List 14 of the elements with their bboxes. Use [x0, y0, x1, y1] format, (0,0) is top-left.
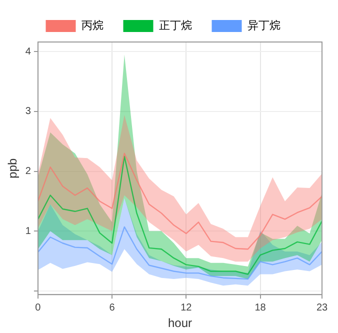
x-tick-label: 6	[109, 302, 116, 314]
x-axis-title: hour	[168, 316, 192, 330]
legend-label: 丙烷	[81, 18, 104, 32]
x-tick-label: 18	[254, 302, 266, 314]
y-tick-label: 1	[25, 226, 32, 237]
y-tick-label: 3	[25, 106, 32, 118]
x-tick-label: 0	[35, 302, 42, 314]
x-tick-label: 12	[180, 302, 192, 314]
y-tick-label: 2	[25, 166, 32, 178]
legend-label: 正丁烷	[158, 18, 192, 32]
x-tick-label: 23	[316, 302, 328, 314]
y-axis-title: ppb	[6, 158, 20, 178]
y-tick-label: 4	[25, 46, 32, 58]
legend-label: 异丁烷	[247, 18, 280, 32]
